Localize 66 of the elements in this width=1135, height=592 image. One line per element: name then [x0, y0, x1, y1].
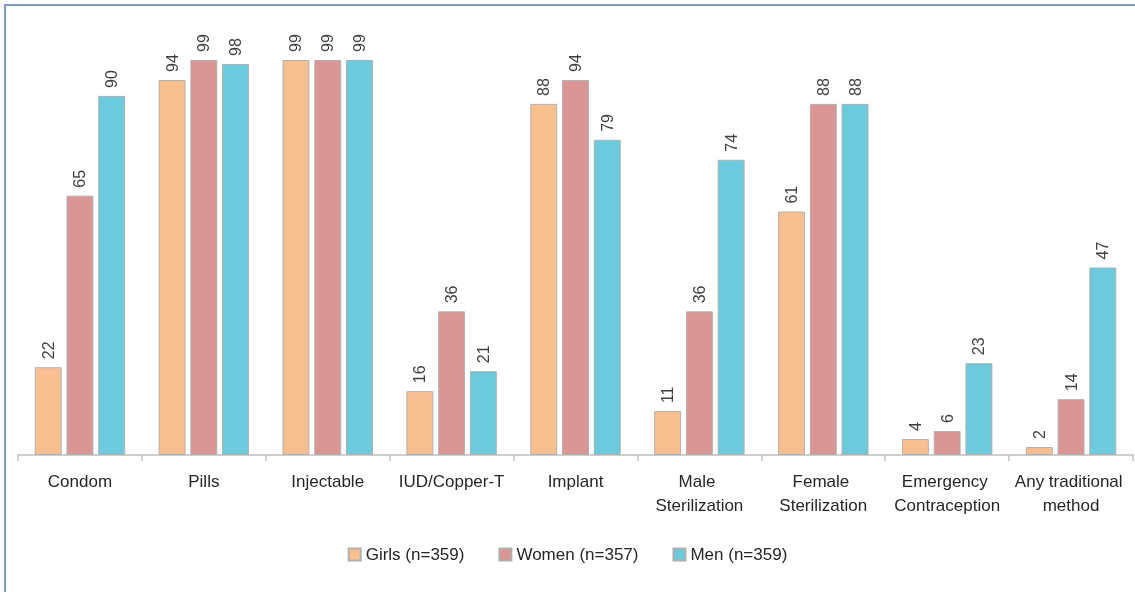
bar	[34, 367, 62, 455]
bar	[98, 95, 126, 455]
data-label: 99	[350, 34, 368, 52]
bar	[1057, 399, 1085, 455]
legend-label: Girls (n=359)	[365, 545, 465, 564]
data-label: 14	[1062, 373, 1080, 392]
data-label: 2	[1030, 430, 1048, 440]
bar	[654, 411, 682, 455]
data-label: 99	[287, 34, 305, 52]
data-label: 23	[970, 337, 988, 356]
bar	[901, 439, 929, 455]
bar	[282, 59, 310, 455]
bar	[314, 59, 342, 455]
bar	[66, 195, 94, 455]
data-label: 98	[227, 38, 245, 56]
bar	[190, 59, 218, 455]
data-label: 88	[846, 77, 864, 96]
bar	[469, 371, 497, 455]
legend-label: Women (n=357)	[516, 545, 639, 564]
data-label: 99	[195, 34, 213, 52]
x-tick-label: Condom	[47, 471, 113, 491]
data-label: 4	[906, 422, 924, 432]
bar	[346, 59, 373, 455]
bar	[933, 431, 961, 455]
data-label: 16	[411, 365, 429, 384]
data-label: 65	[71, 169, 89, 188]
data-label: 22	[39, 341, 57, 360]
data-label: 94	[163, 54, 181, 72]
data-label: 61	[783, 185, 801, 204]
data-label: 6	[938, 414, 956, 424]
data-label: 90	[103, 70, 121, 88]
x-tick-label: Male Sterilization	[655, 471, 744, 515]
x-tick-label: Pills	[188, 471, 220, 491]
data-label: 21	[474, 345, 492, 364]
data-label: 79	[598, 113, 616, 132]
bar	[841, 103, 869, 455]
bar	[530, 103, 558, 455]
bar	[778, 211, 805, 455]
bar	[438, 311, 466, 455]
bar	[562, 79, 589, 455]
bar	[965, 363, 993, 455]
bar	[406, 391, 434, 455]
bar	[158, 79, 186, 455]
x-tick-label: Injectable	[291, 471, 365, 491]
x-tick-label: Any traditional method	[1014, 471, 1128, 515]
bar	[593, 139, 621, 455]
data-label: 36	[443, 285, 461, 304]
bar	[222, 63, 250, 455]
x-tick-label: IUD/Copper-T	[398, 471, 505, 491]
x-tick-label: Implant	[547, 471, 604, 491]
x-tick-label: Emergency Contraception	[894, 471, 1001, 515]
data-label: 11	[659, 386, 677, 404]
bar	[685, 311, 713, 455]
bar	[1089, 267, 1117, 455]
bar	[809, 103, 837, 455]
data-label: 99	[319, 34, 337, 52]
data-label: 36	[690, 285, 708, 304]
bar	[1025, 447, 1053, 455]
data-label: 88	[535, 77, 553, 96]
data-label: 74	[722, 133, 740, 152]
data-label: 88	[814, 77, 832, 96]
legend-label: Men (n=359)	[690, 545, 788, 564]
data-label: 94	[567, 54, 584, 72]
bar	[717, 159, 745, 455]
x-tick-label: Female Sterilization	[779, 471, 868, 515]
data-label: 47	[1094, 241, 1112, 260]
